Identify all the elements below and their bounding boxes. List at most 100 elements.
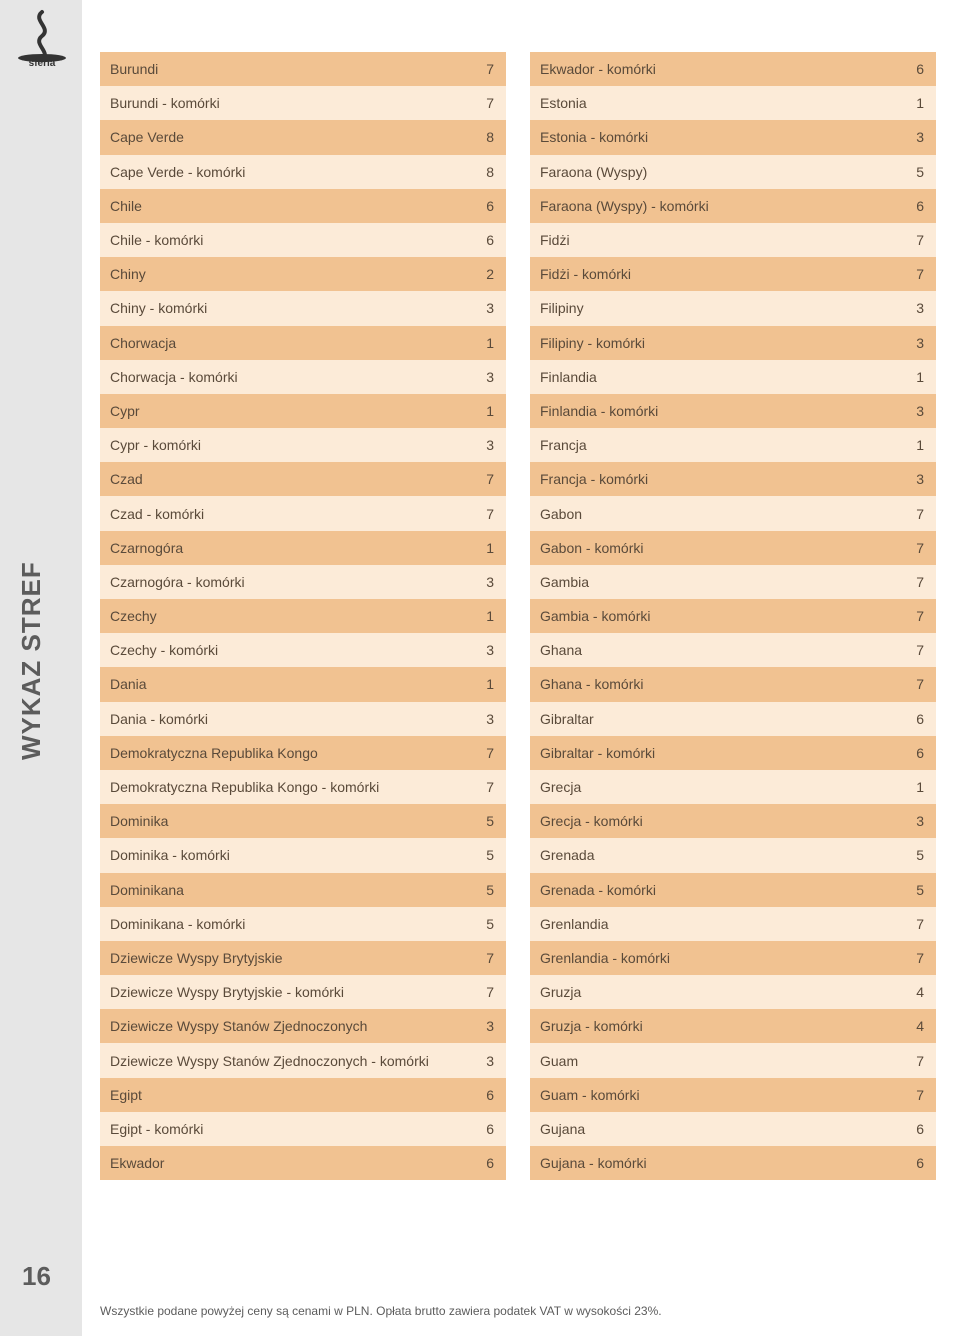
row-value: 7 <box>916 232 924 248</box>
row-name: Gibraltar - komórki <box>540 745 655 761</box>
table-row: Czad 7 <box>100 462 506 496</box>
table-row: Czechy1 <box>100 599 506 633</box>
row-value: 7 <box>916 574 924 590</box>
table-row: Gruzja - komórki4 <box>530 1009 936 1043</box>
table-row: Gibraltar - komórki6 <box>530 736 936 770</box>
table-row: Demokratyczna Republika Kongo 7 <box>100 736 506 770</box>
row-name: Cape Verde <box>110 129 184 145</box>
table-row: Burundi7 <box>100 52 506 86</box>
table-row: Francja - komórki 3 <box>530 462 936 496</box>
row-name: Egipt - komórki <box>110 1121 203 1137</box>
row-value: 7 <box>486 950 494 966</box>
row-name: Gibraltar <box>540 711 594 727</box>
row-value: 7 <box>486 745 494 761</box>
row-value: 3 <box>916 403 924 419</box>
row-name: Dziewicze Wyspy Stanów Zjednoczonych <box>110 1018 367 1034</box>
table-row: Egipt - komórki 6 <box>100 1112 506 1146</box>
table-row: Estonia1 <box>530 86 936 120</box>
row-value: 3 <box>486 574 494 590</box>
table-row: Cypr - komórki 3 <box>100 428 506 462</box>
row-name: Grenada - komórki <box>540 882 656 898</box>
row-value: 3 <box>486 1018 494 1034</box>
row-value: 6 <box>486 232 494 248</box>
row-value: 4 <box>916 1018 924 1034</box>
row-value: 7 <box>916 506 924 522</box>
table-row: Chorwacja1 <box>100 326 506 360</box>
row-value: 3 <box>916 300 924 316</box>
logo-icon: sferia <box>12 8 72 68</box>
row-name: Dania <box>110 676 147 692</box>
table-row: Chiny2 <box>100 257 506 291</box>
row-name: Egipt <box>110 1087 142 1103</box>
row-value: 3 <box>486 300 494 316</box>
row-value: 3 <box>916 471 924 487</box>
row-value: 8 <box>486 164 494 180</box>
row-value: 7 <box>486 471 494 487</box>
table-row: Grecja - komórki3 <box>530 804 936 838</box>
row-value: 3 <box>486 711 494 727</box>
table-row: Francja1 <box>530 428 936 462</box>
row-name: Finlandia - komórki <box>540 403 658 419</box>
row-name: Gujana <box>540 1121 585 1137</box>
side-label: WYKAZ STREF <box>16 561 47 760</box>
table-row: Finlandia - komórki 3 <box>530 394 936 428</box>
table-row: Gibraltar 6 <box>530 702 936 736</box>
row-name: Chiny <box>110 266 146 282</box>
table-row: Faraona (Wyspy)5 <box>530 155 936 189</box>
row-name: Fidżi - komórki <box>540 266 631 282</box>
row-name: Grecja - komórki <box>540 813 643 829</box>
row-name: Grenada <box>540 847 594 863</box>
table-row: Chorwacja - komórki3 <box>100 360 506 394</box>
row-name: Demokratyczna Republika Kongo <box>110 745 318 761</box>
row-name: Dania - komórki <box>110 711 208 727</box>
row-value: 3 <box>486 642 494 658</box>
row-value: 5 <box>916 847 924 863</box>
table-row: Ghana 7 <box>530 633 936 667</box>
row-name: Francja <box>540 437 587 453</box>
row-name: Dziewicze Wyspy Brytyjskie - komórki <box>110 984 344 1000</box>
row-name: Gabon <box>540 506 582 522</box>
table-row: Dominika5 <box>100 804 506 838</box>
table-row: Gabon 7 <box>530 496 936 530</box>
row-value: 6 <box>916 198 924 214</box>
row-value: 6 <box>916 1121 924 1137</box>
row-value: 7 <box>916 642 924 658</box>
table-row: Gruzja4 <box>530 975 936 1009</box>
row-name: Cypr - komórki <box>110 437 201 453</box>
svg-text:sferia: sferia <box>29 58 56 68</box>
row-name: Chorwacja <box>110 335 176 351</box>
row-value: 3 <box>486 437 494 453</box>
row-value: 7 <box>486 506 494 522</box>
row-name: Estonia - komórki <box>540 129 648 145</box>
row-name: Czarnogóra - komórki <box>110 574 245 590</box>
row-name: Ghana <box>540 642 582 658</box>
row-name: Gambia <box>540 574 589 590</box>
row-value: 5 <box>916 164 924 180</box>
row-value: 5 <box>486 916 494 932</box>
row-value: 1 <box>486 540 494 556</box>
table-row: Gambia - komórki7 <box>530 599 936 633</box>
table-row: Czarnogóra - komórki 3 <box>100 565 506 599</box>
row-name: Chile <box>110 198 142 214</box>
row-name: Czad <box>110 471 143 487</box>
row-value: 6 <box>916 711 924 727</box>
row-name: Francja - komórki <box>540 471 648 487</box>
table-row: Dominikana - komórki 5 <box>100 907 506 941</box>
row-value: 8 <box>486 129 494 145</box>
row-name: Dominikana - komórki <box>110 916 245 932</box>
row-value: 6 <box>916 1155 924 1171</box>
row-name: Dominika - komórki <box>110 847 230 863</box>
table-row: Filipiny3 <box>530 291 936 325</box>
table-row: Dziewicze Wyspy Brytyjskie - komórki7 <box>100 975 506 1009</box>
table-row: Grenlandia - komórki7 <box>530 941 936 975</box>
row-name: Czarnogóra <box>110 540 183 556</box>
table-row: Dominikana5 <box>100 873 506 907</box>
row-name: Czechy - komórki <box>110 642 218 658</box>
row-name: Ekwador <box>110 1155 164 1171</box>
row-name: Dominika <box>110 813 168 829</box>
row-value: 6 <box>486 1121 494 1137</box>
row-name: Dziewicze Wyspy Brytyjskie <box>110 950 283 966</box>
table-row: Chile - komórki6 <box>100 223 506 257</box>
left-column: Burundi7Burundi - komórki7Cape Verde8Cap… <box>100 52 506 1180</box>
row-name: Grecja <box>540 779 581 795</box>
